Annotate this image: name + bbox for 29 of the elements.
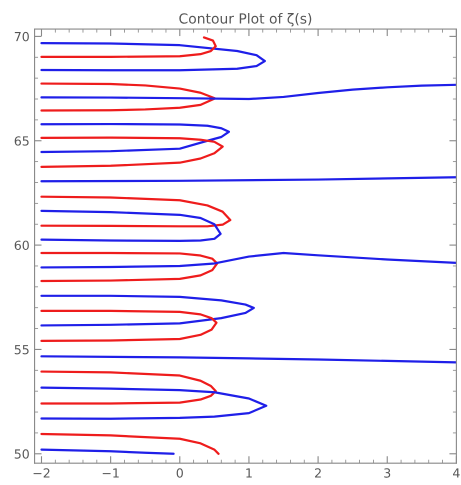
line-series <box>40 355 456 364</box>
line-series <box>40 432 220 455</box>
line-series <box>40 82 216 112</box>
line-series <box>40 136 224 168</box>
chart-title: Contour Plot of ζ(s) <box>179 12 312 26</box>
x-tick-label: 1 <box>246 468 252 478</box>
line-series <box>40 36 217 58</box>
x-tick-label: 0 <box>176 468 183 478</box>
x-tick-label: −2 <box>34 468 50 478</box>
y-tick-label: 70 <box>14 32 29 42</box>
line-series <box>40 386 268 420</box>
line-series <box>40 252 218 282</box>
line-series <box>40 42 266 72</box>
x-tick-label: 3 <box>384 468 390 478</box>
y-tick-label: 55 <box>14 345 29 354</box>
line-series <box>40 122 230 154</box>
line-series <box>40 370 217 405</box>
x-tick-label: 2 <box>315 468 321 478</box>
y-tick-label: 50 <box>14 449 29 459</box>
line-series <box>40 210 222 242</box>
y-tick-label: 60 <box>14 240 29 250</box>
x-tick-label: 4 <box>453 468 460 478</box>
line-series <box>40 252 456 269</box>
line-series <box>40 310 218 342</box>
y-tick-label: 65 <box>14 136 29 146</box>
line-series <box>40 84 456 100</box>
x-tick-label: −1 <box>102 468 119 478</box>
line-series <box>40 196 232 228</box>
line-series <box>40 294 255 327</box>
